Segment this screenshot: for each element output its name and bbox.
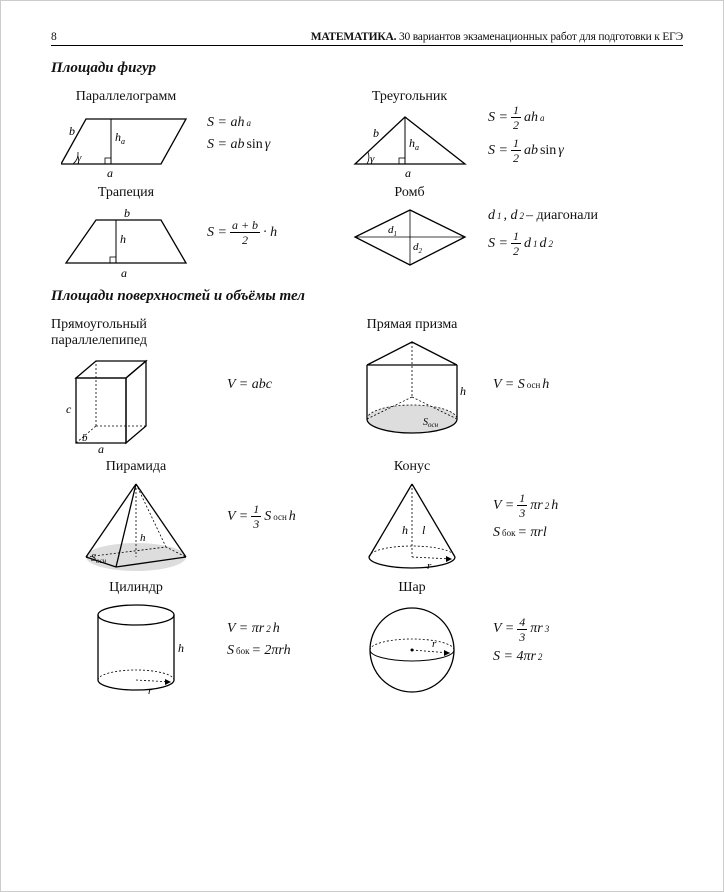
svg-text:γ: γ <box>370 153 375 165</box>
pyramid-fig: Пирамида h Sосн <box>51 459 221 574</box>
header-title: МАТЕМАТИКА. 30 вариантов экзаменационных… <box>311 31 683 43</box>
parallelogram-formulas: S = aha S = absinγ <box>201 89 337 179</box>
svg-text:a: a <box>405 166 411 179</box>
prism-formulas: V = Sосн h <box>487 317 549 453</box>
sphere-title: Шар <box>398 580 425 596</box>
row-parallelogram-triangle: Параллелограмм b ha γ a S = aha S = absi… <box>51 89 683 179</box>
svg-text:a: a <box>107 166 113 179</box>
cone-svg: h l r <box>357 479 467 574</box>
formula: S = 12 aha <box>488 104 564 131</box>
cylinder-title: Цилиндр <box>109 580 163 596</box>
row-cuboid-prism: Прямоугольный параллелепипед c b a V = a… <box>51 317 683 453</box>
svg-text:h: h <box>402 523 408 537</box>
trapezoid-svg: b h a <box>61 205 191 280</box>
formula: Sбок = πrl <box>493 525 558 541</box>
cone-title: Конус <box>394 459 430 475</box>
svg-text:r: r <box>148 685 153 697</box>
row-pyramid-cone: Пирамида h Sосн V = 13 Sосн h Конус <box>51 459 683 574</box>
svg-text:b: b <box>124 206 130 220</box>
formula: V = 43 πr3 <box>493 616 549 643</box>
formula: V = Sосн h <box>493 377 549 393</box>
cylinder-fig: Цилиндр h r <box>51 580 221 700</box>
cuboid-title: Прямоугольный параллелепипед <box>51 317 221 349</box>
sphere-svg: r <box>362 600 462 700</box>
svg-text:a: a <box>98 442 104 453</box>
prism-title: Прямая призма <box>367 317 458 333</box>
formula: V = 13 Sосн h <box>227 503 337 530</box>
sphere-fig: Шар r <box>337 580 487 700</box>
formula: S = a + b2 · h <box>207 219 337 246</box>
formula: S = aha <box>207 115 337 131</box>
svg-text:h: h <box>460 384 466 398</box>
svg-text:ha: ha <box>409 136 419 152</box>
svg-text:h: h <box>120 232 126 246</box>
cuboid-formulas: V = abc <box>221 317 337 453</box>
trapezoid-title: Трапеция <box>98 185 154 201</box>
formula: Sбок = 2πrh <box>227 643 337 659</box>
rhombus-title: Ромб <box>394 185 424 201</box>
pyramid-title: Пирамида <box>106 459 167 475</box>
formula: S = 4πr2 <box>493 649 549 665</box>
svg-text:h: h <box>140 532 146 544</box>
trapezoid-fig: Трапеция b h a <box>51 185 201 280</box>
rhombus-svg: d1 d2 <box>350 205 470 270</box>
parallelogram-fig: Параллелограмм b ha γ a <box>51 89 201 179</box>
svg-text:ha: ha <box>115 130 125 146</box>
svg-text:b: b <box>373 126 379 140</box>
row-cylinder-sphere: Цилиндр h r V = πr2h Sбок = 2πrh Шар <box>51 580 683 700</box>
sphere-formulas: V = 43 πr3 S = 4πr2 <box>487 580 549 700</box>
formula: V = πr2h <box>227 621 337 637</box>
formula: S = 12 d1d2 <box>488 230 598 257</box>
svg-text:c: c <box>66 402 72 416</box>
cone-formulas: V = 13 πr2h Sбок = πrl <box>487 459 558 574</box>
page-number: 8 <box>51 31 57 43</box>
triangle-title: Треугольник <box>372 89 447 105</box>
svg-text:l: l <box>422 523 426 537</box>
svg-text:r: r <box>432 638 437 650</box>
svg-text:r: r <box>427 560 432 572</box>
svg-text:b: b <box>82 432 88 444</box>
cone-fig: Конус h l r <box>337 459 487 574</box>
svg-text:d2: d2 <box>413 241 423 255</box>
svg-text:γ: γ <box>77 152 82 164</box>
page: 8 МАТЕМАТИКА. 30 вариантов экзаменационн… <box>0 0 724 892</box>
row-trapezoid-rhombus: Трапеция b h a S = a + b2 · h Ромб d1 d2 <box>51 185 683 280</box>
formula: V = abc <box>227 377 337 393</box>
pyramid-svg: h Sосн <box>76 479 196 574</box>
svg-text:d1: d1 <box>388 224 397 238</box>
parallelogram-title: Параллелограмм <box>76 89 177 105</box>
section-solids-title: Площади поверхностей и объёмы тел <box>51 288 683 305</box>
formula: S = 12 ab sin γ <box>488 137 564 164</box>
formula: S = absinγ <box>207 137 337 153</box>
svg-text:b: b <box>69 124 75 138</box>
triangle-svg: b ha γ a <box>350 109 470 179</box>
trapezoid-formulas: S = a + b2 · h <box>201 185 337 280</box>
pyramid-formulas: V = 13 Sосн h <box>221 459 337 574</box>
section-areas-title: Площади фигур <box>51 60 683 77</box>
cuboid-fig: Прямоугольный параллелепипед c b a <box>51 317 221 453</box>
prism-fig: Прямая призма h Sосн <box>337 317 487 453</box>
prism-svg: h Sосн <box>357 337 467 437</box>
parallelogram-svg: b ha γ a <box>61 109 191 179</box>
cylinder-svg: h r <box>86 600 186 700</box>
svg-text:h: h <box>178 641 184 655</box>
triangle-fig: Треугольник b ha γ a <box>337 89 482 179</box>
rhombus-fig: Ромб d1 d2 <box>337 185 482 280</box>
triangle-formulas: S = 12 aha S = 12 ab sin γ <box>482 89 564 179</box>
formula: V = 13 πr2h <box>493 492 558 519</box>
svg-text:a: a <box>121 266 127 280</box>
page-header: 8 МАТЕМАТИКА. 30 вариантов экзаменационн… <box>51 31 683 46</box>
formula: d1, d2 – диагонали <box>488 208 598 224</box>
cuboid-svg: c b a <box>66 353 176 453</box>
rhombus-formulas: d1, d2 – диагонали S = 12 d1d2 <box>482 185 598 280</box>
cylinder-formulas: V = πr2h Sбок = 2πrh <box>221 580 337 700</box>
